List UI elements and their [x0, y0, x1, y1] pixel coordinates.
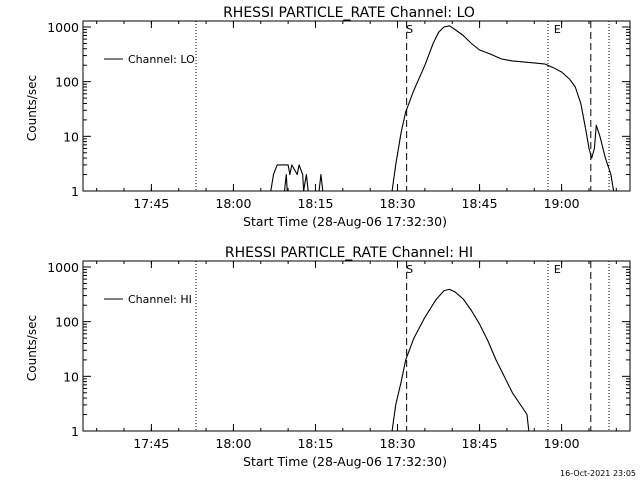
y-tick-label: 1 — [71, 184, 79, 199]
chart-panel-lo: RHESSI PARTICLE_RATE Channel: LO Start T… — [25, 5, 631, 229]
y-tick-label: 1000 — [47, 20, 79, 35]
legend-label: Channel: HI — [128, 293, 192, 306]
series-line — [391, 288, 535, 432]
x-tick-label: 19:00 — [544, 436, 580, 451]
x-axis-label: Start Time (28-Aug-06 17:32:30) — [243, 454, 447, 469]
x-tick-label: 18:15 — [297, 436, 333, 451]
chart-title: RHESSI PARTICLE_RATE Channel: LO — [223, 5, 475, 21]
y-tick-label: 1000 — [47, 260, 79, 275]
y-axis-label: Counts/sec — [25, 75, 39, 141]
plot-frame — [82, 260, 631, 432]
x-tick-label: 18:30 — [380, 196, 416, 211]
marker-annotation: S — [406, 263, 413, 276]
y-tick-label: 10 — [63, 129, 79, 144]
marker-annotation: E — [554, 23, 561, 36]
x-tick-label: 17:45 — [133, 436, 169, 451]
y-tick-label: 100 — [55, 315, 79, 330]
y-tick-label: 10 — [63, 369, 79, 384]
y-axis-label: Counts/sec — [25, 315, 39, 381]
footer-timestamp: 16-Oct-2021 23:05 — [560, 469, 636, 478]
marker-annotation: S — [406, 23, 413, 36]
series-line — [318, 173, 324, 192]
x-tick-label: 18:45 — [462, 436, 498, 451]
series-line — [391, 25, 615, 192]
chart-panel-hi: RHESSI PARTICLE_RATE Channel: HI Start T… — [25, 245, 631, 469]
x-tick-label: 18:00 — [215, 196, 251, 211]
x-tick-label: 17:45 — [133, 196, 169, 211]
x-tick-label: 18:45 — [462, 196, 498, 211]
x-axis-label: Start Time (28-Aug-06 17:32:30) — [243, 214, 447, 229]
series-line — [283, 173, 288, 192]
marker-annotation: E — [554, 263, 561, 276]
chart-title: RHESSI PARTICLE_RATE Channel: HI — [225, 245, 473, 261]
legend-label: Channel: LO — [128, 53, 195, 66]
series-line — [270, 164, 305, 192]
plot-frame — [82, 20, 631, 192]
x-tick-label: 18:00 — [215, 436, 251, 451]
y-tick-label: 1 — [71, 424, 79, 439]
x-tick-label: 18:30 — [380, 436, 416, 451]
x-tick-label: 19:00 — [544, 196, 580, 211]
x-tick-label: 18:15 — [297, 196, 333, 211]
series-line — [303, 173, 309, 192]
y-tick-label: 100 — [55, 75, 79, 90]
